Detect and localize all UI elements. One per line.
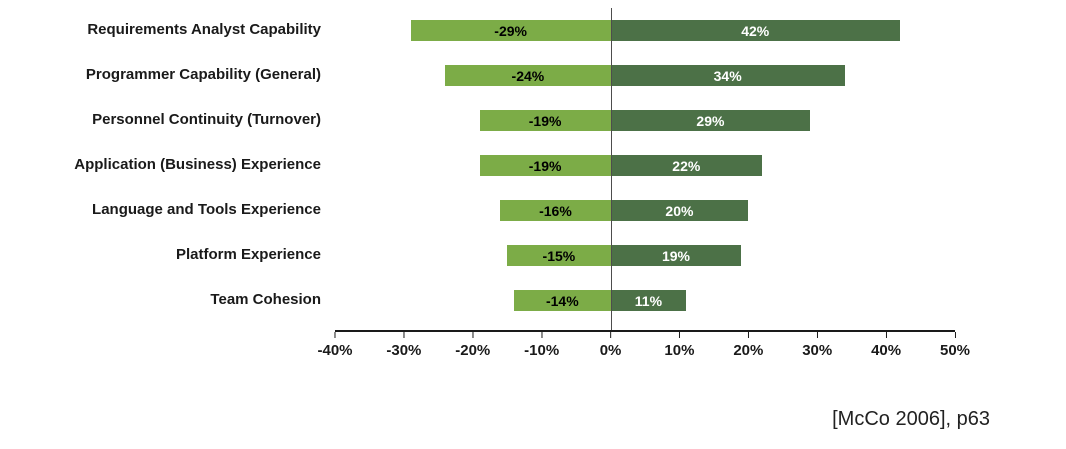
bar-track: -19% 29% [335,110,955,131]
category-label: Platform Experience [175,246,321,264]
tick-label: 30% [802,342,833,359]
negative-bar: -15% [507,245,611,266]
x-axis-tick: 10% [664,332,694,359]
positive-bar: 11% [610,290,687,311]
x-axis-tick: -20% [455,332,490,359]
negative-bar-label: -19% [528,112,562,129]
positive-bar: 29% [610,110,811,131]
positive-bar: 19% [610,245,742,266]
tick-label: 40% [871,342,902,359]
positive-bar-label: 34% [713,67,742,84]
positive-bar: 42% [610,20,900,41]
x-axis-tick: 50% [940,332,970,359]
chart-row: Requirements Analyst Capability -29% 42% [0,8,955,53]
positive-bar-label: 19% [661,247,690,264]
category-label: Personnel Continuity (Turnover) [92,111,321,129]
tick-mark [610,332,612,338]
negative-bar: -19% [479,110,611,131]
tick-mark [747,332,749,338]
negative-bar-label: -16% [539,202,572,219]
tick-mark [816,332,818,338]
chart-row: Platform Experience -15% 19% [0,233,955,278]
chart-row: Language and Tools Experience -16% 20% [0,188,955,233]
category-label: Team Cohesion [210,291,321,309]
bar-track: -19% 22% [335,155,955,176]
x-axis-tick: 30% [802,332,832,359]
negative-bar-label: -19% [528,157,562,174]
bar-track: -14% 11% [335,290,955,311]
bar-track: -29% 42% [335,20,955,41]
x-axis-tick: 40% [871,332,901,359]
negative-bar: -29% [410,20,611,41]
negative-bar: -19% [479,155,611,176]
x-axis-line [335,330,955,332]
chart-rows: Requirements Analyst Capability -29% 42% Pr… [0,8,955,323]
category-label: Requirements Analyst Capability [87,21,321,39]
chart-row: Team Cohesion -14% 11% [0,278,955,323]
zero-axis-line [610,8,612,330]
positive-bar: 34% [610,65,845,86]
tick-mark [678,332,680,338]
chart-row: Programmer Capability (General) -24% 34% [0,53,955,98]
x-axis-ticks: -40% -30% -20% -10% 0% 10% 20% 30% 40% 50% [317,332,970,362]
tick-label: 20% [733,342,764,359]
positive-bar: 20% [610,200,749,221]
tick-mark [954,332,956,338]
category-label: Language and Tools Experience [92,201,321,219]
positive-bar-label: 20% [665,202,694,219]
negative-bar-label: -24% [511,67,545,84]
tick-label: 50% [939,342,971,359]
x-axis-tick: -40% [317,332,353,359]
positive-bar: 22% [610,155,763,176]
tick-mark [885,332,887,338]
negative-bar-label: -14% [545,292,579,309]
x-axis-tick: -10% [524,332,559,359]
tick-label: -30% [386,342,422,359]
negative-bar-label: -29% [494,22,527,39]
citation: [McCo 2006], p63 [832,408,990,430]
negative-bar: -14% [514,290,611,311]
tick-label: -10% [524,342,560,359]
bar-track: -24% 34% [335,65,955,86]
positive-bar-label: 11% [634,292,663,309]
positive-bar-label: 42% [741,22,770,39]
tick-label: 0% [599,342,622,359]
tick-mark [472,332,474,338]
bar-track: -16% 20% [335,200,955,221]
tick-label: 10% [664,342,695,359]
category-label: Application (Business) Experience [74,156,321,174]
tick-label: -20% [455,342,491,359]
x-axis-tick: 0% [599,332,622,359]
chart-row: Application (Business) Experience -19% 22% [0,143,955,188]
negative-bar-label: -15% [542,247,576,264]
positive-bar-label: 29% [696,112,725,129]
x-axis-tick: 20% [733,332,763,359]
tick-mark [541,332,543,338]
category-label: Programmer Capability (General) [85,66,321,84]
tick-mark [334,332,336,338]
chart-row: Personnel Continuity (Turnover) -19% 29% [0,98,955,143]
x-axis-tick: -30% [386,332,421,359]
positive-bar-label: 22% [672,157,701,174]
tick-mark [403,332,405,338]
bar-track: -15% 19% [335,245,955,266]
negative-bar: -24% [445,65,611,86]
negative-bar: -16% [500,200,611,221]
tick-label: -40% [317,342,353,359]
